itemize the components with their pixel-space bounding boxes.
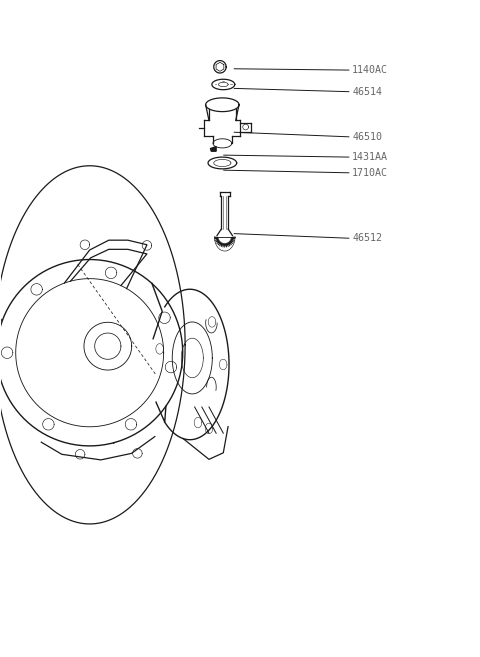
Text: 46512: 46512 xyxy=(352,233,382,243)
Text: 1431AA: 1431AA xyxy=(352,152,388,162)
Text: 46510: 46510 xyxy=(352,132,382,142)
Text: 46514: 46514 xyxy=(352,87,382,97)
Text: 1710AC: 1710AC xyxy=(352,168,388,178)
Text: 1140AC: 1140AC xyxy=(352,65,388,75)
Polygon shape xyxy=(210,147,216,151)
